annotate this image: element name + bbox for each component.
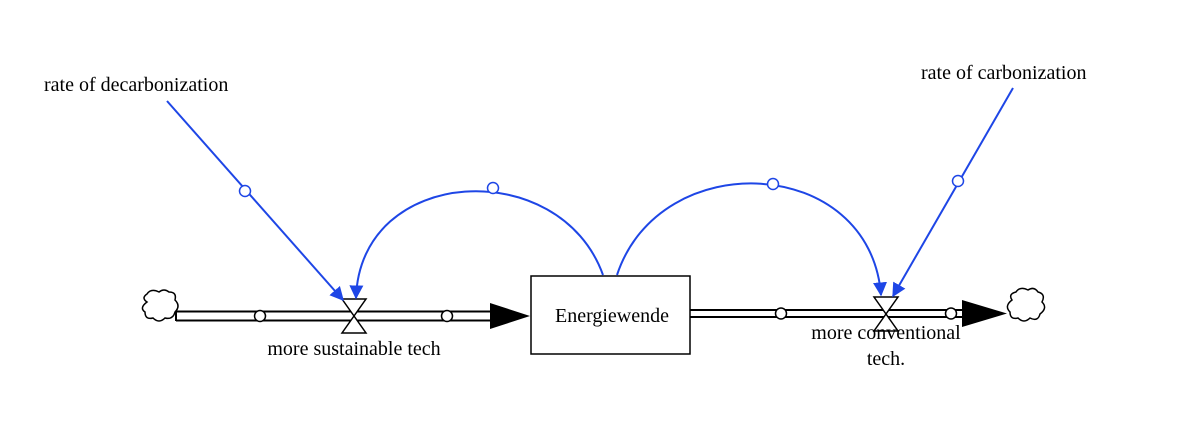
link-carb-to-outflow xyxy=(892,87,1014,298)
link-stock-to-inflow xyxy=(349,181,604,300)
cloud-sink-icon xyxy=(1006,287,1046,322)
flow-label-more-sustainable-tech[interactable]: more sustainable tech xyxy=(267,338,440,360)
cloud-source-icon xyxy=(141,289,179,322)
outflow-arrowhead-icon xyxy=(962,300,1007,327)
stock-label: Energiewende xyxy=(555,305,669,327)
flow-label-more-conventional-line1[interactable]: more conventional xyxy=(811,322,961,344)
outflow-valve-icon[interactable] xyxy=(872,296,900,332)
inflow-arrowhead-icon xyxy=(490,303,530,329)
link-stock-to-outflow xyxy=(616,177,887,297)
aux-label-rate-of-decarbonization[interactable]: rate of decarbonization xyxy=(44,74,228,96)
link-decarb-to-inflow xyxy=(166,100,344,302)
aux-label-rate-of-carbonization[interactable]: rate of carbonization xyxy=(921,62,1086,84)
outflow-pipe xyxy=(690,300,1007,327)
flow-label-more-conventional-line2[interactable]: tech. xyxy=(867,348,905,370)
inflow-pipe xyxy=(175,303,530,329)
stock-energiewende[interactable]: Energiewende xyxy=(530,275,691,355)
inflow-valve-icon[interactable] xyxy=(340,298,368,334)
